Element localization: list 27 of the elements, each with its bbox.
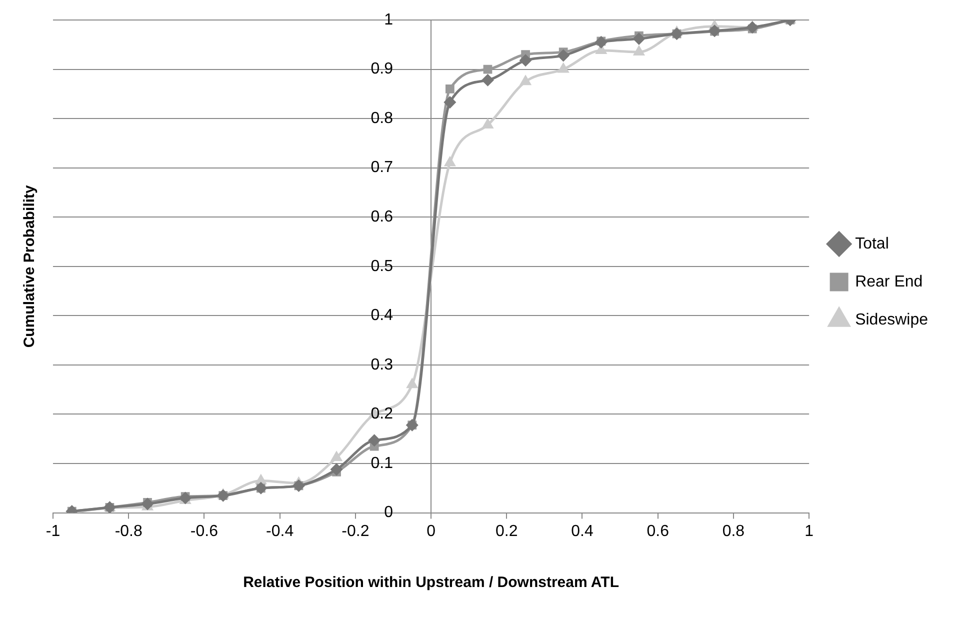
y-tick-label: 0.7 (370, 159, 394, 176)
x-axis-title: Relative Position within Upstream / Downstream ATL (243, 574, 619, 591)
legend-label: Rear End (855, 273, 923, 290)
x-tick-label: 0 (426, 522, 436, 540)
x-tick-label: 0.4 (571, 522, 594, 540)
x-tick-label: -0.4 (266, 522, 294, 540)
x-tick-label: -0.2 (342, 522, 370, 540)
x-tick-label: 0.6 (646, 522, 670, 540)
y-tick-label: 0.3 (370, 356, 394, 374)
x-tick-label: 1 (804, 522, 814, 540)
y-tick-label: 0.4 (370, 307, 394, 324)
y-tick-label: 0.6 (370, 208, 394, 226)
x-tick-label: -1 (46, 522, 60, 540)
y-tick-label: 0.8 (370, 110, 394, 127)
x-tick-label: -0.8 (114, 522, 142, 540)
y-tick-label: 0 (384, 504, 394, 522)
legend-label: Total (855, 235, 889, 252)
y-tick-label: 1 (384, 11, 394, 28)
y-axis-title: Cumulative Probability (21, 184, 38, 348)
y-tick-label: 0.5 (370, 258, 394, 275)
legend-label: Sideswipe (855, 311, 928, 328)
x-tick-label: -0.6 (190, 522, 218, 540)
x-tick-label: 0.2 (496, 522, 518, 540)
y-tick-label: 0.2 (370, 406, 394, 423)
y-tick-label: 0.9 (370, 60, 394, 78)
y-tick-label: 0.1 (370, 454, 394, 472)
x-tick-label: 0.8 (722, 522, 745, 540)
